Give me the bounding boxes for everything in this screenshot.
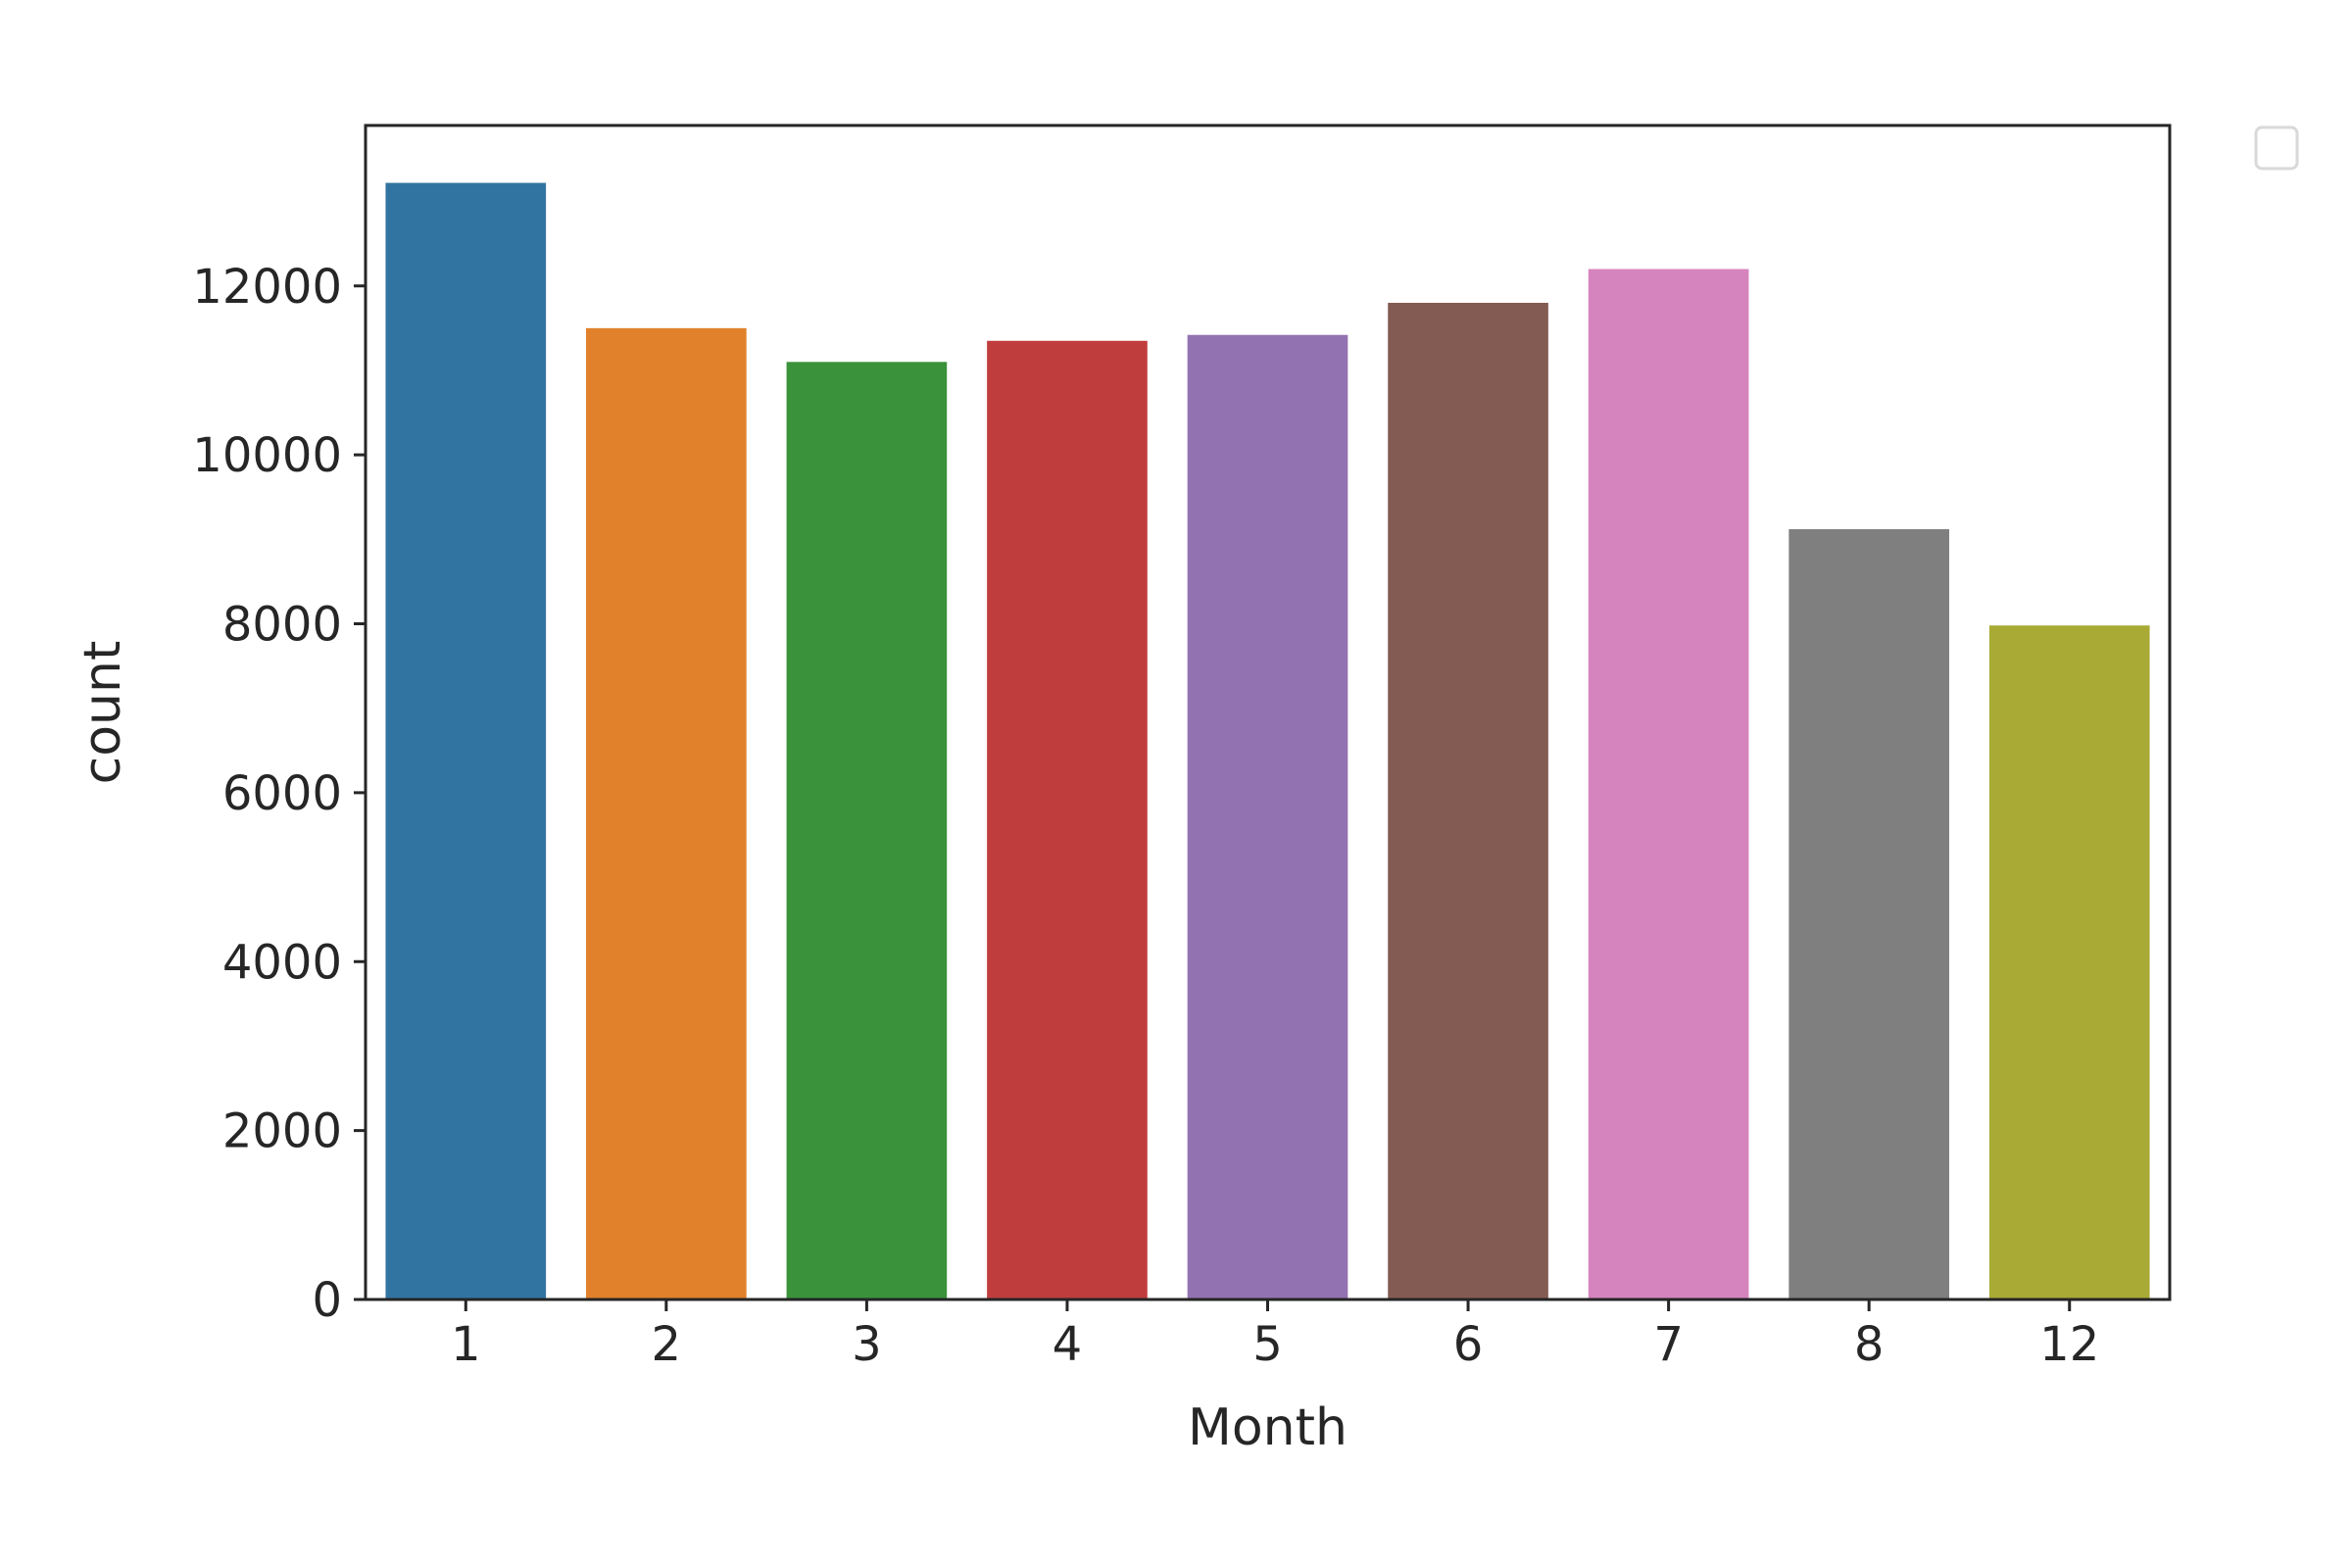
y-tick-label: 12000 (192, 260, 342, 315)
y-tick-label: 6000 (222, 766, 342, 821)
bar-month-6 (1388, 302, 1548, 1299)
bar-month-8 (1788, 528, 1949, 1299)
bar-month-12 (1988, 625, 2150, 1299)
x-tick-label: 4 (1053, 1317, 1083, 1372)
x-tick-label: 1 (451, 1317, 481, 1372)
plot-frame (364, 123, 2172, 1301)
y-tick-label: 2000 (222, 1104, 342, 1159)
x-tick-label: 7 (1653, 1317, 1684, 1372)
y-tick-label: 0 (312, 1273, 342, 1328)
x-tick-label: 2 (652, 1317, 682, 1372)
x-tick-label: 3 (852, 1317, 882, 1372)
y-axis-ticks: 0 2000 4000 6000 8000 10000 12000 (192, 260, 366, 1328)
bar-month-3 (786, 362, 948, 1299)
x-tick-label: 5 (1252, 1317, 1283, 1372)
bar-month-5 (1187, 334, 1348, 1299)
legend-box (2254, 125, 2299, 171)
x-tick-label: 8 (1854, 1317, 1885, 1372)
x-tick-label: 12 (2039, 1317, 2099, 1372)
y-axis-label: count (74, 641, 132, 785)
bars-layer (385, 182, 2150, 1300)
y-tick-label: 10000 (192, 428, 342, 483)
x-axis-label: Month (1188, 1398, 1348, 1457)
x-axis-ticks: 1 2 3 4 5 6 7 8 12 (451, 1299, 2099, 1372)
y-tick-label: 8000 (222, 598, 342, 653)
x-tick-label: 6 (1453, 1317, 1484, 1372)
bar-month-1 (385, 182, 547, 1300)
bar-month-4 (987, 340, 1148, 1299)
y-tick-label: 4000 (222, 935, 342, 990)
bar-month-2 (586, 327, 747, 1300)
bar-month-7 (1588, 269, 1749, 1300)
